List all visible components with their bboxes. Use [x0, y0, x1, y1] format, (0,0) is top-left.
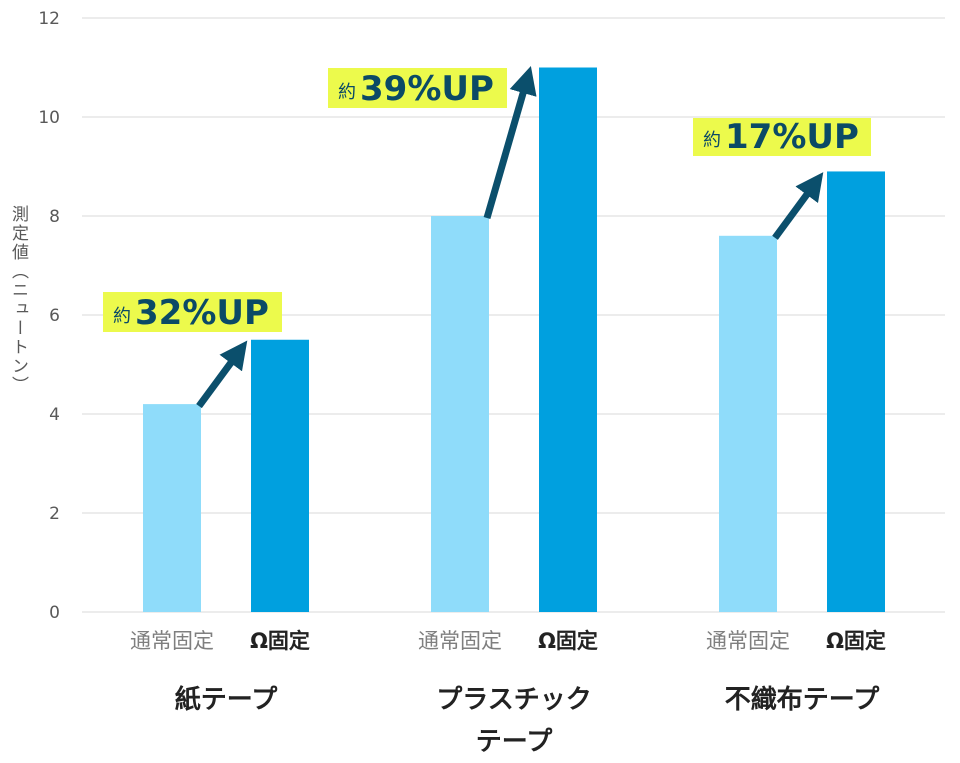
increase-arrow [483, 66, 537, 219]
y-tick-label: 0 [49, 603, 60, 623]
annotation-text: 39%UP [360, 69, 494, 109]
group-label: テープ [476, 727, 553, 757]
annotation-prefix: 約 [703, 130, 721, 151]
y-tick-label: 2 [49, 504, 60, 524]
bar-normal [719, 235, 777, 613]
bar-omega [251, 339, 309, 612]
annotation-highlight [328, 68, 507, 108]
increase-arrow [196, 340, 248, 409]
category-label: 通常固定 [418, 629, 502, 653]
y-axis-label: 測定値（ニュートン） [8, 205, 29, 395]
group-label: 紙テープ [175, 684, 278, 715]
bar-normal [431, 216, 489, 612]
y-tick-label: 12 [38, 9, 60, 29]
annotation-text: 32%UP [135, 293, 269, 333]
bar-omega [827, 171, 885, 612]
annotation-highlight [103, 292, 282, 332]
group-label: 不織布テープ [725, 685, 880, 715]
group-label: プラスチック [436, 685, 591, 715]
y-tick-label: 6 [49, 306, 60, 326]
category-label: Ω固定 [826, 629, 886, 653]
annotation-prefix: 約 [113, 306, 131, 327]
y-tick-label: 4 [49, 405, 60, 425]
category-label: Ω固定 [538, 629, 598, 653]
annotation-text: 17%UP [725, 117, 859, 157]
bar-normal [143, 404, 201, 612]
category-label: 通常固定 [130, 629, 214, 653]
y-tick-label: 8 [49, 207, 60, 227]
bar-omega [539, 67, 597, 612]
category-label: Ω固定 [250, 629, 310, 653]
category-label: 通常固定 [706, 629, 790, 653]
annotation-prefix: 約 [338, 82, 356, 103]
annotation-highlight [693, 118, 871, 156]
increase-arrow [772, 172, 824, 240]
y-tick-label: 10 [38, 108, 60, 128]
